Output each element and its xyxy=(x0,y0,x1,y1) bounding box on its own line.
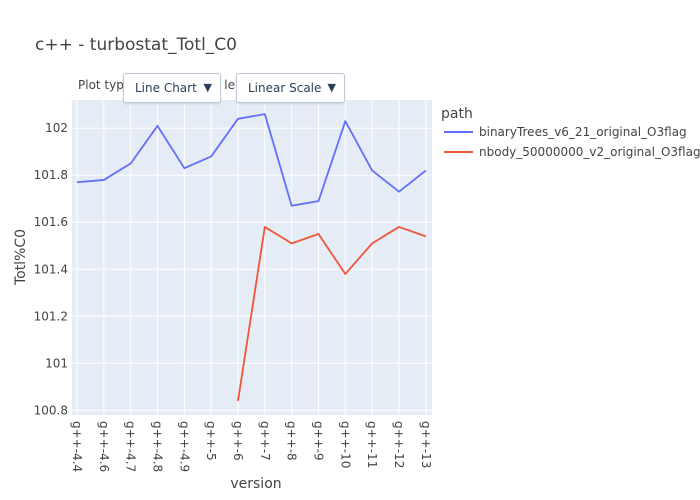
legend-item-label[interactable]: binaryTrees_v6_21_original_O3flag xyxy=(479,125,687,139)
x-tick-label: g++-7 xyxy=(258,421,272,461)
x-tick-label: g++-12 xyxy=(392,421,406,468)
scale-label: Scale: xyxy=(225,78,235,92)
x-tick-label: g++-9 xyxy=(312,421,326,461)
x-tick-label: g++-4.6 xyxy=(97,421,111,472)
plot-type-label: Plot type: xyxy=(78,78,136,92)
x-tick-label: g++-8 xyxy=(285,421,299,461)
x-tick-label: g++-4.4 xyxy=(70,421,84,472)
chevron-down-icon: ▼ xyxy=(203,81,212,94)
y-tick-label: 101.8 xyxy=(34,168,68,182)
y-axis-ticks: 100.8 101 101.2 101.4 101.6 101.8 102 xyxy=(34,121,68,417)
series-line-1[interactable] xyxy=(76,113,427,207)
legend: path binaryTrees_v6_21_original_O3flagnb… xyxy=(441,106,700,159)
plot-type-dropdown[interactable]: Line Chart ▼ xyxy=(123,73,221,103)
series-line-2[interactable] xyxy=(237,226,427,402)
chart-title: c++ - turbostat_Totl_C0 xyxy=(35,35,237,55)
plot-area xyxy=(76,113,427,402)
x-axis-title: version xyxy=(230,476,281,492)
scale-dropdown[interactable]: Linear Scale ▼ xyxy=(236,73,345,103)
x-tick-label: g++-11 xyxy=(365,421,379,468)
legend-item-label[interactable]: nbody_50000000_v2_original_O3flag xyxy=(479,145,700,159)
scale-value: Linear Scale xyxy=(248,81,322,95)
y-axis-title: Totl%C0 xyxy=(13,229,29,286)
plot-background xyxy=(72,100,432,415)
y-tick-label: 101.6 xyxy=(34,215,68,229)
x-tick-label: g++-10 xyxy=(338,421,352,468)
y-tick-label: 101.2 xyxy=(34,309,68,323)
plot-type-value: Line Chart xyxy=(135,81,197,95)
x-tick-label: g++-13 xyxy=(419,421,433,468)
y-tick-label: 100.8 xyxy=(34,403,68,417)
y-tick-label: 101.4 xyxy=(34,262,68,276)
legend-title: path xyxy=(441,106,473,122)
x-tick-label: g++-4.8 xyxy=(151,421,165,472)
x-tick-label: g++-4.7 xyxy=(124,421,138,472)
x-tick-label: g++-5 xyxy=(204,421,218,461)
y-tick-label: 102 xyxy=(45,121,68,135)
x-tick-label: g++-4.9 xyxy=(177,421,191,472)
x-tick-label: g++-6 xyxy=(231,421,245,461)
grid-lines xyxy=(72,100,432,415)
x-axis-ticks: g++-4.4 g++-4.6 g++-4.7 g++-4.8 g++-4.9 g++-5… xyxy=(70,421,433,472)
chevron-down-icon: ▼ xyxy=(327,81,336,94)
y-tick-label: 101 xyxy=(45,356,68,370)
